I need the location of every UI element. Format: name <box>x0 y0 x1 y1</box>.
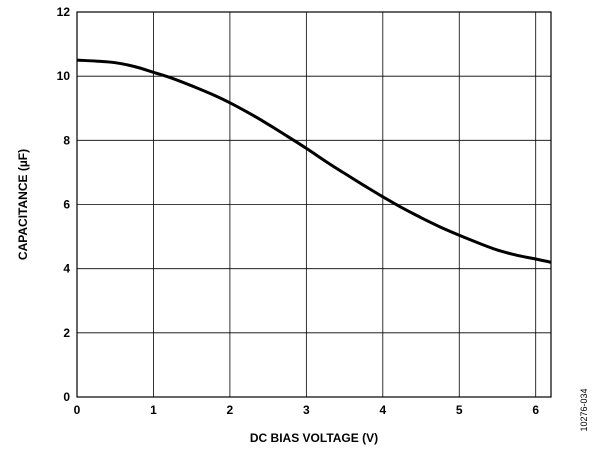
x-tick-label: 4 <box>379 403 386 417</box>
x-axis-label: DC BIAS VOLTAGE (V) <box>250 431 378 445</box>
y-tick-label: 0 <box>63 390 70 404</box>
y-tick-label: 10 <box>57 69 71 83</box>
figure-id: 10276-034 <box>579 388 589 431</box>
y-tick-labels: 0 2 4 6 8 10 12 <box>57 5 71 404</box>
x-tick-labels: 0 1 2 3 4 5 6 <box>74 403 540 417</box>
x-tick-label: 6 <box>532 403 539 417</box>
y-tick-label: 8 <box>63 133 70 147</box>
y-tick-label: 6 <box>63 198 70 212</box>
y-tick-label: 4 <box>63 262 70 276</box>
x-tick-label: 1 <box>150 403 157 417</box>
y-tick-label: 12 <box>57 5 71 19</box>
x-tick-label: 3 <box>303 403 310 417</box>
grid <box>77 12 551 397</box>
series-layer <box>76 58 552 264</box>
y-axis-label: CAPACITANCE (µF) <box>16 149 30 260</box>
capacitance-curve <box>76 58 552 264</box>
y-tick-label: 2 <box>63 326 70 340</box>
x-tick-label: 0 <box>74 403 81 417</box>
x-tick-label: 5 <box>456 403 463 417</box>
x-tick-label: 2 <box>227 403 234 417</box>
plot-frame <box>76 11 552 398</box>
